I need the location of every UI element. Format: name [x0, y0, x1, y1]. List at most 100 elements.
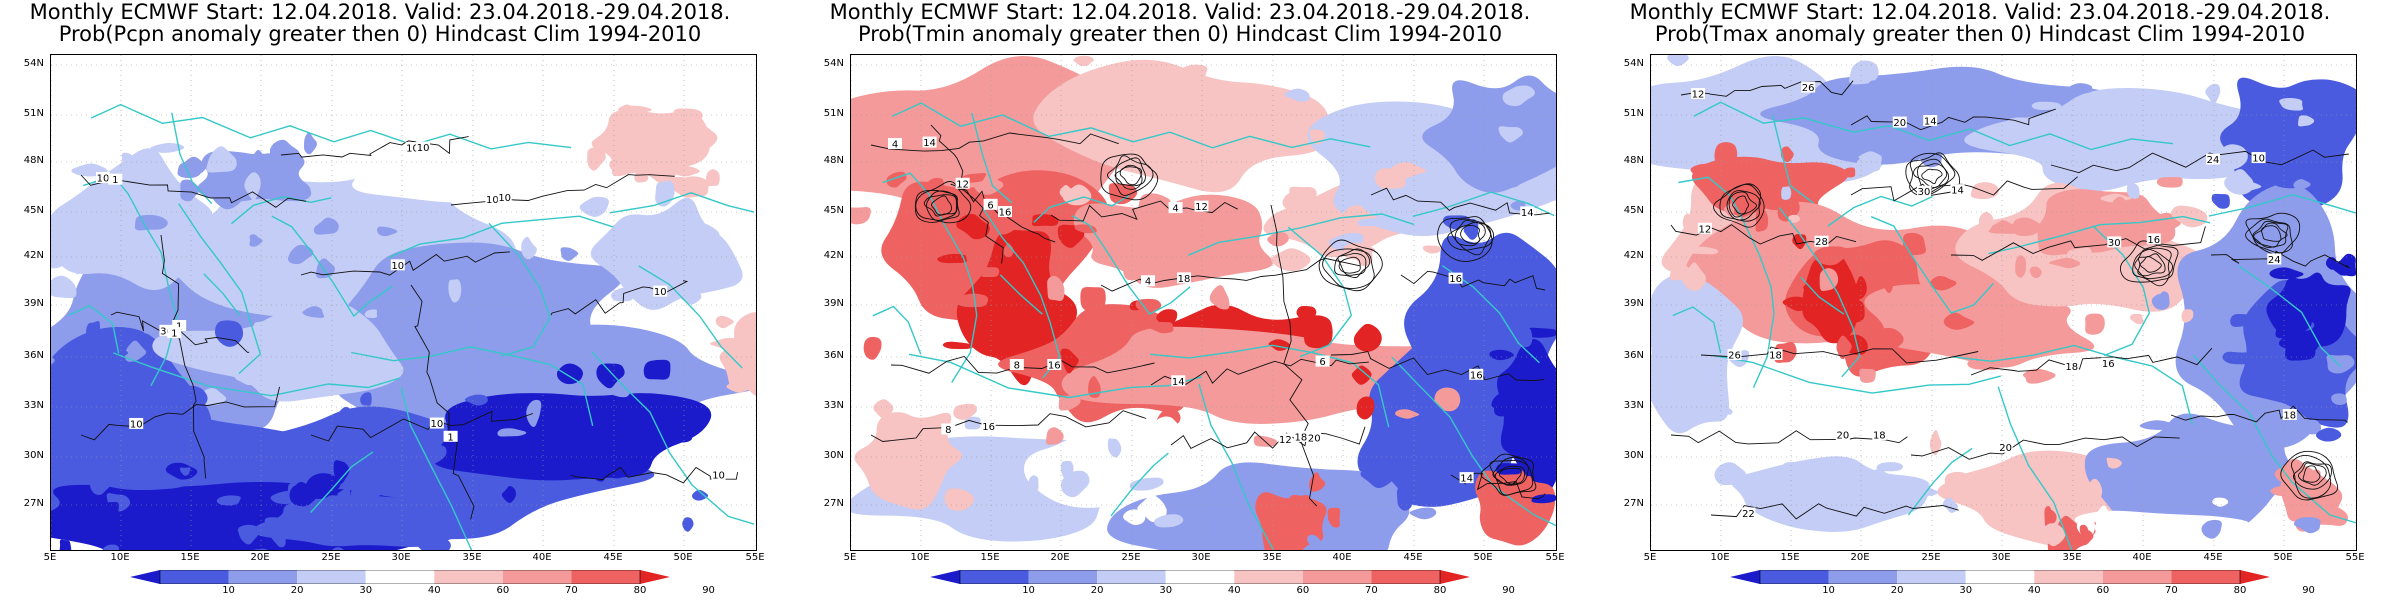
probability-area [1780, 146, 1794, 163]
probability-area [2211, 193, 2230, 209]
probability-area [2293, 179, 2311, 190]
contour-label: 18 [1293, 430, 1308, 443]
probability-area [271, 528, 286, 548]
svg-text:8: 8 [945, 425, 951, 436]
probability-area [1073, 55, 1094, 67]
longitude-tick-label: 25E [321, 552, 341, 563]
probability-area [51, 327, 212, 491]
probability-area [1258, 507, 1275, 517]
svg-text:10: 10 [498, 193, 511, 204]
probability-area [1516, 326, 1533, 348]
svg-text:10: 10 [406, 144, 419, 155]
probability-area [151, 458, 165, 474]
coastline [271, 215, 393, 318]
longitude-tick-label: 10E [910, 552, 930, 563]
contour-line [1370, 187, 1550, 216]
map-frame: 4 6 4 4 8 6 8 12 14 16 16 14 12 18 14 16 12 18 16 14 16 20 [850, 54, 1557, 551]
svg-text:10: 10 [486, 195, 499, 206]
contour-line [2280, 450, 2339, 501]
contour-line [1119, 166, 1142, 186]
probability-area [65, 223, 88, 244]
longitude-tick-label: 45E [1403, 552, 1423, 563]
latitude-tick-label: 39N [23, 298, 44, 309]
latitude-tick-label: 51N [23, 108, 44, 119]
probability-area [350, 482, 383, 504]
coastline [203, 273, 241, 317]
contour-line [1950, 226, 2206, 261]
probability-area [1160, 534, 1177, 543]
svg-text:16: 16 [2147, 235, 2160, 246]
probability-area [1058, 394, 1081, 411]
probability-area [601, 411, 635, 428]
probability-area [142, 255, 156, 276]
probability-area [682, 517, 694, 532]
colorbar-tick-label: 90 [702, 585, 715, 596]
probability-area [2279, 97, 2304, 111]
probability-area [651, 238, 663, 265]
colorbar-segment [1371, 570, 1440, 584]
probability-area [2291, 319, 2310, 331]
contour-label: 1 [172, 320, 187, 333]
colorbar [1730, 570, 2270, 584]
contour-line [1170, 426, 1366, 449]
svg-text:18: 18 [1178, 274, 1191, 285]
svg-text:1: 1 [112, 175, 118, 186]
coastlines [1672, 101, 2356, 550]
svg-text:30: 30 [1918, 187, 1931, 198]
contour-label: 14 [1459, 472, 1474, 485]
probability-area [2129, 313, 2144, 325]
coastline [1412, 191, 1555, 217]
probability-area [2310, 486, 2341, 505]
probability-area [1156, 309, 1178, 324]
svg-text:4: 4 [1172, 204, 1178, 215]
probability-area [726, 380, 752, 393]
contour-line [1449, 218, 1492, 256]
contour-label: 14 [1950, 184, 1965, 197]
probability-area [1139, 249, 1156, 267]
probability-area [863, 336, 882, 360]
longitude-tick-label: 30E [391, 552, 411, 563]
contour-label: 12 [1697, 222, 1712, 235]
contour-label: 6 [1315, 355, 1330, 368]
contour-line [926, 190, 958, 221]
probability-area [1074, 224, 1097, 234]
contour-label: 16 [2101, 357, 2116, 370]
colorbar [130, 570, 670, 584]
contour-line [2132, 247, 2172, 287]
svg-text:20: 20 [1893, 118, 1906, 129]
coastline [981, 207, 1061, 379]
probability-area [1843, 167, 1856, 178]
contour-line [1728, 191, 1757, 218]
probability-area [1767, 165, 1802, 187]
longitude-tick-label: 5E [843, 552, 857, 563]
probability-area [2170, 524, 2202, 533]
probability-area [264, 517, 294, 529]
probability-area [2269, 134, 2282, 157]
coastline [2192, 354, 2356, 524]
probability-area [2293, 220, 2323, 235]
probability-area [333, 460, 350, 485]
coastline [1287, 226, 1353, 358]
probability-area [413, 136, 447, 160]
probability-area [2120, 526, 2142, 550]
colorbar [930, 570, 1470, 584]
probability-area [1471, 341, 1496, 351]
colorbar-tick-label: 90 [1502, 585, 1515, 596]
latitude-tick-label: 36N [23, 350, 44, 361]
longitude-tick-label: 35E [1262, 552, 1282, 563]
probability-area [148, 249, 185, 272]
probability-area [1546, 92, 1556, 109]
contour-label: 18 [1768, 349, 1783, 362]
contour-line [2297, 462, 2327, 486]
probability-area [501, 486, 516, 503]
coastline [1672, 306, 1722, 354]
colorbar-arrow-low [1730, 570, 1760, 584]
contour-line [2139, 255, 2162, 273]
probability-area [214, 320, 244, 347]
probability-area [556, 363, 583, 385]
contour-label: 20 [1998, 441, 2013, 454]
probability-area [594, 466, 605, 482]
probability-area [2128, 284, 2164, 296]
coastline [68, 304, 120, 354]
probability-area [1716, 76, 1747, 94]
